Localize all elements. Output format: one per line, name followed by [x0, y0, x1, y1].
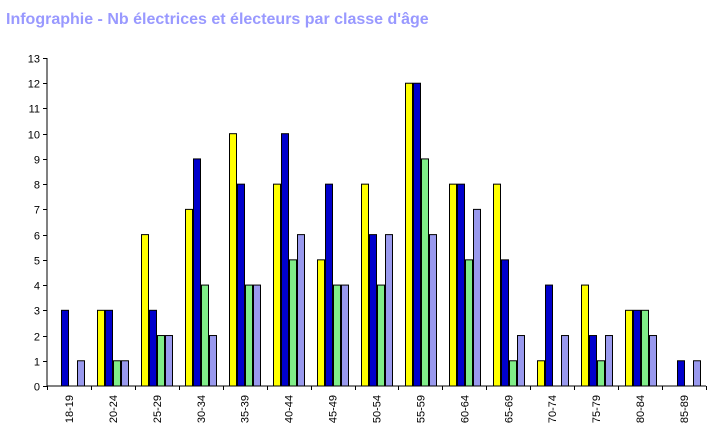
x-tick-label: 40-44 — [284, 395, 296, 423]
y-tick-label: 7 — [34, 205, 40, 217]
bar — [289, 259, 297, 387]
bar — [693, 360, 701, 387]
bar — [517, 335, 525, 387]
bar — [121, 360, 129, 387]
bar — [369, 234, 377, 387]
bar — [625, 309, 633, 387]
bar — [273, 183, 281, 387]
bar — [377, 284, 385, 387]
bar — [429, 234, 437, 387]
y-tick-label: 5 — [34, 256, 40, 268]
bar — [633, 309, 641, 387]
bar — [501, 259, 509, 387]
bar — [97, 309, 105, 387]
x-tick-label: 25-29 — [152, 395, 164, 423]
bar — [581, 284, 589, 387]
bar — [297, 234, 305, 387]
x-tick-label: 85-89 — [679, 395, 691, 423]
y-tick-label: 2 — [34, 332, 40, 344]
bar — [405, 82, 413, 387]
bar — [413, 82, 421, 387]
bar — [649, 335, 657, 387]
bar — [149, 309, 157, 387]
bar — [333, 284, 341, 387]
bar — [537, 360, 545, 387]
bar — [561, 335, 569, 387]
bar — [465, 259, 473, 387]
y-tick-label: 8 — [34, 180, 40, 192]
x-tick-label: 55-59 — [415, 395, 427, 423]
bar — [421, 158, 429, 387]
bar — [245, 284, 253, 387]
bar — [597, 360, 605, 387]
chart-title: Infographie - Nb électrices et électeurs… — [6, 11, 429, 28]
bar — [325, 183, 333, 387]
x-tick-label: 18-19 — [64, 395, 76, 423]
bar — [141, 234, 149, 387]
bar — [589, 335, 597, 387]
bar — [229, 133, 237, 387]
y-tick-label: 1 — [34, 357, 40, 369]
bar — [545, 284, 553, 387]
x-tick-label: 65-69 — [503, 395, 515, 423]
y-tick-label: 0 — [34, 382, 40, 394]
y-tick-label: 3 — [34, 306, 40, 318]
y-tick-label: 9 — [34, 155, 40, 167]
bar — [509, 360, 517, 387]
y-tick-label: 6 — [34, 231, 40, 243]
bar — [77, 360, 85, 387]
bar — [253, 284, 261, 387]
y-tick-label: 13 — [28, 54, 40, 66]
y-tick-label: 4 — [34, 281, 40, 293]
bar — [473, 208, 481, 387]
bar — [361, 183, 369, 387]
bar — [105, 309, 113, 387]
bar — [193, 158, 201, 387]
bar — [281, 133, 289, 387]
bar — [61, 309, 69, 387]
x-tick-label: 20-24 — [108, 395, 120, 423]
bar — [677, 360, 685, 387]
bar — [165, 335, 173, 387]
bar — [317, 259, 325, 387]
x-tick-label: 80-84 — [635, 395, 647, 423]
x-tick-label: 60-64 — [459, 395, 471, 423]
bar — [641, 309, 649, 387]
x-tick-label: 50-54 — [372, 395, 384, 423]
x-tick-label: 35-39 — [240, 395, 252, 423]
bar — [201, 284, 209, 387]
bar — [185, 208, 193, 387]
bar — [457, 183, 465, 387]
bar — [113, 360, 121, 387]
bar — [157, 335, 165, 387]
y-tick-label: 11 — [29, 104, 40, 116]
bar — [237, 183, 245, 387]
bar — [209, 335, 217, 387]
y-tick-label: 10 — [28, 130, 40, 142]
bar — [605, 335, 613, 387]
bar — [493, 183, 501, 387]
x-tick-label: 75-79 — [591, 395, 603, 423]
y-tick-label: 12 — [28, 79, 40, 91]
x-tick-label: 45-49 — [328, 395, 340, 423]
x-tick-label: 30-34 — [196, 395, 208, 423]
x-tick-label: 70-74 — [547, 395, 559, 423]
bar — [385, 234, 393, 387]
bar — [449, 183, 457, 387]
bar — [341, 284, 349, 387]
